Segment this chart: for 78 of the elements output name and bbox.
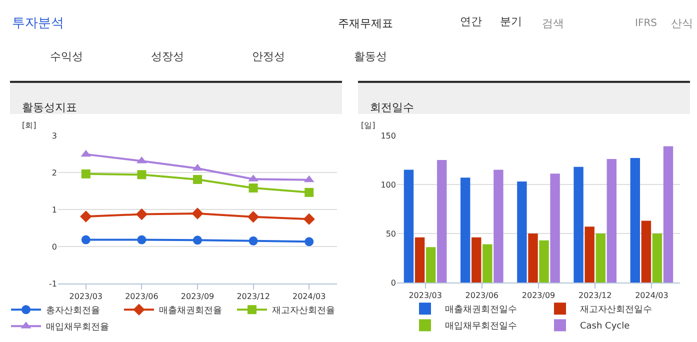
point (192, 208, 204, 220)
point (80, 210, 92, 222)
y-tick-label: 50 (386, 229, 396, 238)
text: 안정성 (252, 50, 285, 63)
x-tick-label: 2023/06 (125, 292, 158, 302)
bar (539, 240, 549, 282)
x-tick-label: 2023/03 (69, 292, 103, 302)
y-tick-label: 1 (52, 205, 57, 214)
text: 투자분석 (12, 16, 64, 31)
legend-label: 재고자산회전일수 (580, 305, 652, 316)
point (137, 235, 146, 244)
bar (630, 158, 640, 282)
point (193, 236, 202, 245)
y-tick-label: -1 (49, 279, 57, 288)
chart-title: 활동성지표 (22, 101, 77, 114)
bar (528, 233, 538, 282)
bar (414, 237, 425, 282)
text: 연간 (460, 15, 482, 28)
point (81, 169, 90, 178)
text: 성장성 (151, 50, 184, 63)
legend-label: 총자산회전율 (46, 306, 100, 316)
point (304, 237, 314, 246)
bar (494, 170, 504, 282)
bar (482, 244, 492, 282)
point (248, 236, 258, 246)
x-tick-label: 2023/12 (578, 291, 612, 300)
point (248, 183, 258, 192)
bar (574, 166, 584, 282)
y-tick-label: 3 (52, 131, 57, 140)
point (247, 210, 260, 223)
bar (596, 233, 606, 282)
y-tick-label: 100 (380, 180, 396, 190)
y-axis-title: [일] (361, 121, 376, 130)
legend-label: 매입채무회전율 (46, 322, 109, 333)
bar (606, 158, 617, 282)
bar (652, 233, 662, 282)
bar (472, 237, 482, 282)
bar (404, 170, 414, 282)
bar (550, 174, 560, 282)
x-tick-label: 2023/03 (408, 291, 442, 300)
y-tick-label: 0 (390, 278, 396, 288)
bar (641, 220, 652, 282)
text: IFRS (635, 18, 657, 29)
point (81, 235, 90, 244)
legend-label: 매출채권회전일수 (445, 305, 517, 316)
x-tick-label: 2024/03 (635, 291, 668, 300)
point (137, 170, 146, 180)
legend-label: 매입채무회전일수 (445, 322, 517, 332)
x-tick-label: 2023/09 (180, 292, 214, 302)
legend-label: 매출채권회전율 (159, 306, 222, 316)
bar (517, 182, 527, 282)
y-axis-title: [회] (22, 121, 36, 130)
point (303, 213, 315, 225)
point (136, 156, 147, 164)
text: 검색 (542, 17, 564, 30)
legend-label: Cash Cycle (580, 322, 630, 332)
text: 산식 (671, 17, 693, 30)
x-tick-label: 2023/06 (465, 291, 499, 300)
bar (584, 226, 594, 282)
x-tick-label: 2023/09 (522, 291, 556, 300)
bar (460, 178, 470, 282)
x-tick-label: 2024/03 (292, 292, 326, 302)
text: 수익성 (50, 50, 83, 63)
text: 분기 (500, 15, 522, 28)
bar (663, 146, 674, 282)
point (304, 188, 314, 197)
y-tick-label: 0 (52, 242, 57, 252)
y-tick-label: 2 (52, 168, 57, 178)
point (136, 208, 148, 220)
chart-title: 회전일수 (370, 101, 414, 114)
y-tick-label: 150 (380, 131, 396, 140)
bar (437, 160, 447, 282)
bar (426, 247, 436, 282)
text: 활동성 (354, 50, 387, 63)
point (193, 174, 202, 184)
legend-label: 재고자산회전율 (272, 306, 335, 316)
x-tick-label: 2023/12 (236, 292, 270, 302)
text: 주재무제표 (338, 17, 393, 30)
